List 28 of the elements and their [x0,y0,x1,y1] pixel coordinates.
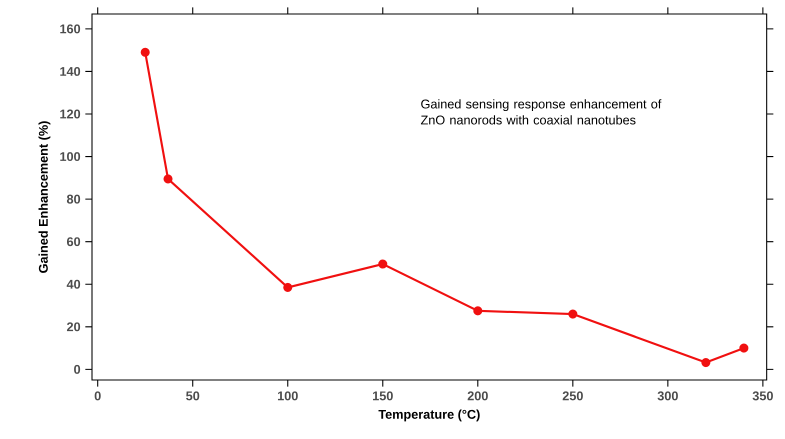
y-tick-label: 140 [60,66,80,76]
x-axis-title: Temperature (°C) [378,410,480,422]
x-tick-label: 200 [468,391,488,400]
x-tick-label: 150 [373,391,393,400]
x-tick-label: 350 [752,391,773,400]
y-tick-label: 20 [66,322,80,332]
x-tick-label: 50 [186,391,200,400]
y-tick-label: 120 [60,110,80,118]
y-tick-label: 160 [60,24,80,34]
y-tick-label: 0 [74,364,80,374]
y-tick-label: 40 [66,280,80,289]
point [163,174,173,184]
y-tick-label: 80 [66,194,80,204]
point [568,309,578,319]
y-tick-label: 100 [60,152,80,162]
point [701,358,710,368]
y-axis-title: Gained Enhancement (%) [38,121,50,273]
point [378,259,388,269]
x-tick-label: 0 [94,391,101,400]
y-tick-label: 60 [66,237,80,246]
annotation: Gained sensing response enhancement of ZnO nanorods with coaxial nanotubes [420,99,662,125]
point [140,48,150,57]
point [473,306,482,316]
x-tick-label: 250 [562,391,583,400]
point [283,282,292,292]
point [739,344,748,353]
x-tick-label: 300 [658,391,678,400]
x-tick-label: 100 [278,391,298,400]
